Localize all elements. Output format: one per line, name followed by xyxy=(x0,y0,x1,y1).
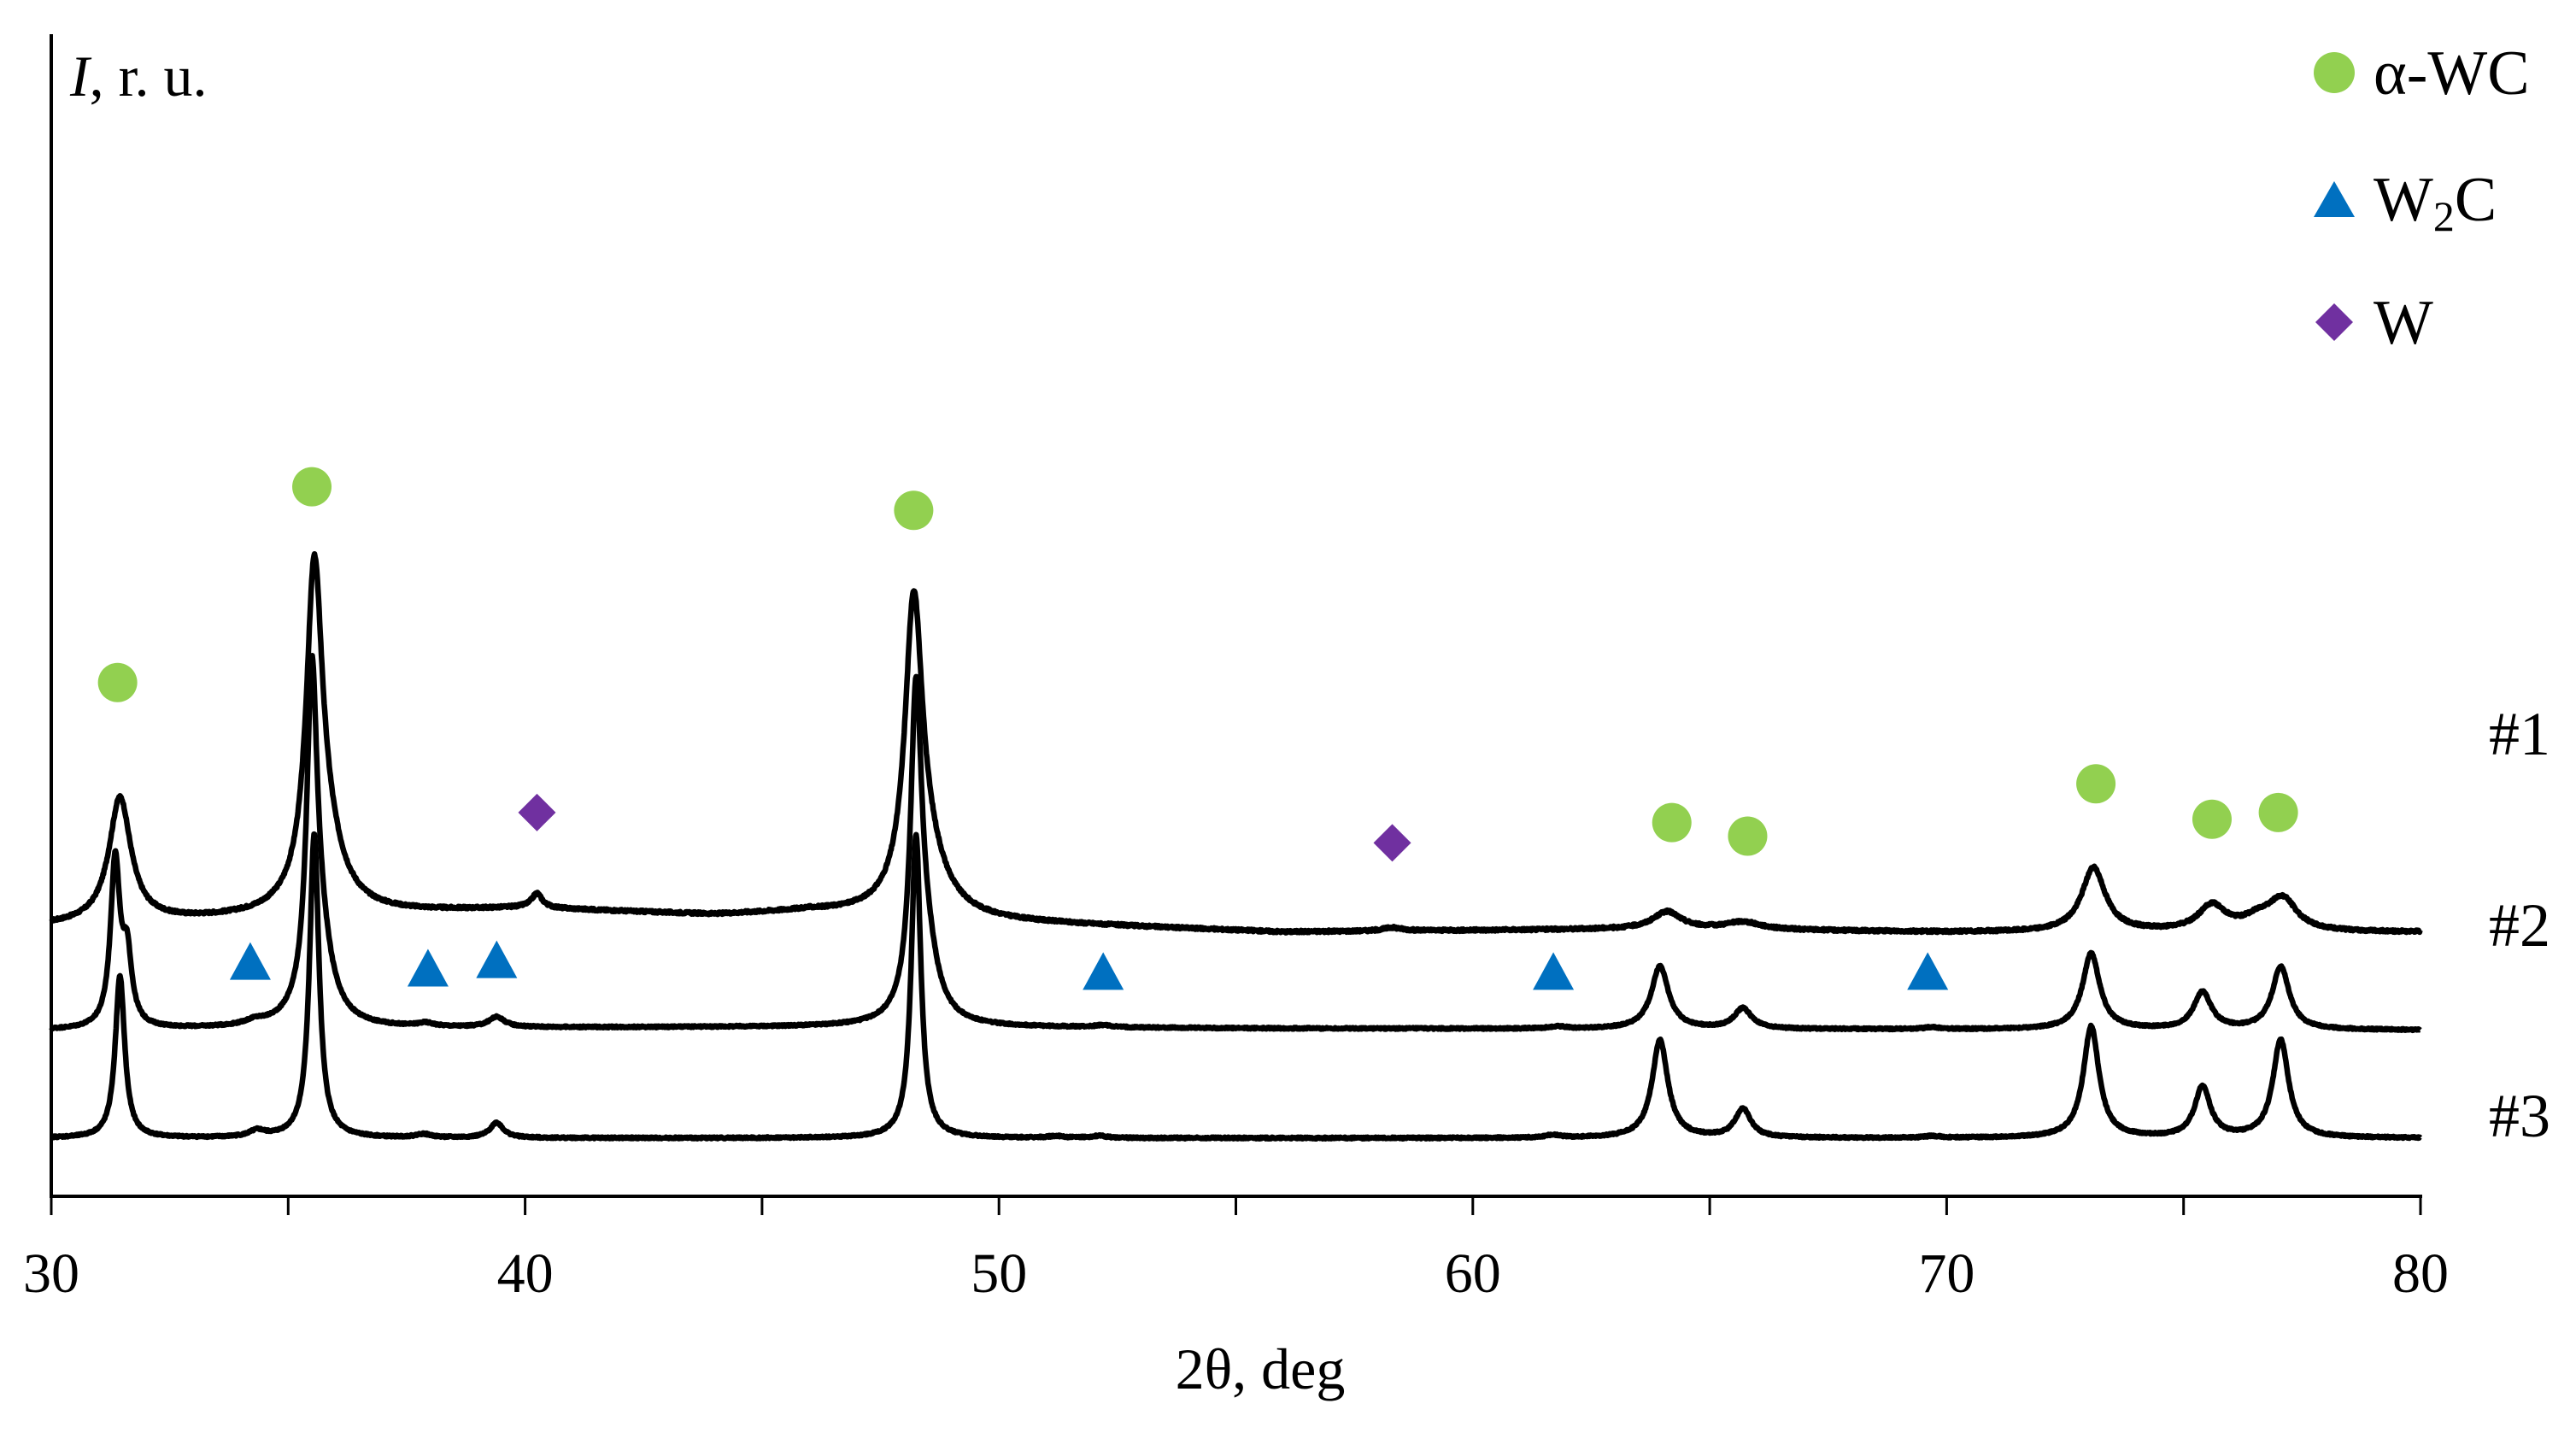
y-axis-title: I, r. u. xyxy=(69,44,208,109)
x-tick-label-60: 60 xyxy=(1445,1242,1501,1305)
x-tick-label-40: 40 xyxy=(497,1242,554,1305)
series-line-3 xyxy=(49,831,2423,1142)
series-line-2 xyxy=(49,653,2423,1034)
sample-label-3: #3 xyxy=(2489,1082,2550,1150)
phase-marker-circle-8 xyxy=(2258,792,2298,832)
legend-marker-w xyxy=(2315,303,2353,341)
x-tick-label-50: 50 xyxy=(971,1242,1027,1305)
phase-marker-circle-7 xyxy=(2192,799,2232,839)
x-tick-label-70: 70 xyxy=(1918,1242,1975,1305)
x-tick-label-80: 80 xyxy=(2392,1242,2449,1305)
legend-label-w2c-tail: C xyxy=(2455,165,2497,235)
phase-marker-circle-4 xyxy=(1652,802,1692,843)
legend-label-w2c-main: W xyxy=(2374,165,2433,235)
x-axis-title: 2θ, deg xyxy=(1176,1336,1346,1401)
sample-label-1: #1 xyxy=(2489,700,2550,768)
phase-marker-diamond-16 xyxy=(1373,824,1411,862)
phase-marker-triangle-14 xyxy=(1907,952,1949,990)
phase-marker-triangle-12 xyxy=(1083,952,1124,990)
phase-marker-triangle-11 xyxy=(476,940,518,978)
phase-marker-circle-3 xyxy=(894,490,934,531)
axes: 30 40 50 60 70 80 xyxy=(23,34,2449,1305)
phase-marker-circle-2 xyxy=(292,467,332,507)
x-tick-label-30: 30 xyxy=(23,1242,79,1305)
legend-marker-w2c xyxy=(2314,181,2355,217)
phase-marker-diamond-15 xyxy=(518,793,556,831)
legend-marker-alpha-wc xyxy=(2314,52,2355,93)
series-line-1 xyxy=(49,550,2423,936)
legend-label-w2c: W2C xyxy=(2374,165,2497,240)
phase-marker-circle-1 xyxy=(97,662,138,702)
y-axis-title-italic: I xyxy=(69,44,92,109)
phase-marker-circle-6 xyxy=(2076,764,2116,804)
diffraction-curves xyxy=(49,550,2423,1142)
legend: α-WC W2C W xyxy=(2314,38,2530,358)
legend-label-w2c-sub: 2 xyxy=(2433,192,2455,240)
phase-marker-triangle-10 xyxy=(407,948,449,987)
phase-markers xyxy=(97,467,2298,990)
y-axis-title-rest: , r. u. xyxy=(90,44,208,109)
phase-marker-triangle-9 xyxy=(229,942,271,980)
legend-label-w: W xyxy=(2374,288,2433,358)
phase-marker-triangle-13 xyxy=(1533,952,1575,990)
sample-label-2: #2 xyxy=(2489,891,2550,960)
phase-marker-circle-5 xyxy=(1728,816,1768,856)
legend-label-alpha-wc: α-WC xyxy=(2374,38,2530,109)
